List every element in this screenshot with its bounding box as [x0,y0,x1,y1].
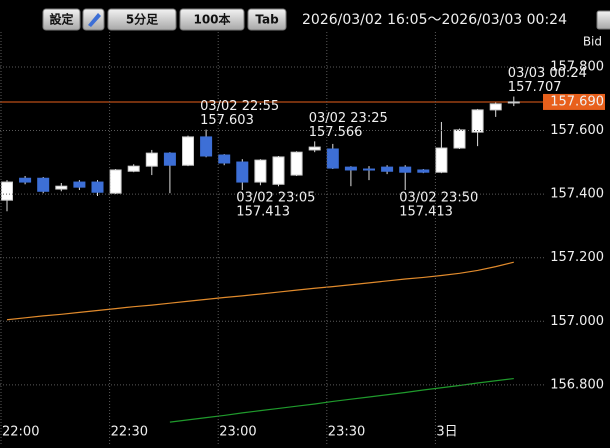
candle-body [55,185,68,190]
price-type: Bid [583,35,602,49]
candle-body [127,165,140,172]
annotation-value: 157.413 [399,205,453,220]
candle-body [326,148,339,169]
candle-body [399,166,412,173]
annotation-label: 03/02 22:55 [200,99,279,114]
candle-body [272,156,285,185]
tab-button[interactable] [247,8,287,31]
candle-body [37,177,50,192]
button-label: Tab [255,13,279,27]
candle-body [363,168,375,171]
moving-average-line [169,377,514,423]
candle-body [344,166,357,171]
candle-body [145,152,158,167]
annotation-label: 03/02 23:25 [309,111,388,126]
button-label: 100本 [193,12,230,27]
candle-body [218,154,231,164]
candle-body [308,146,321,151]
annotation-label: 03/03 00:24 [508,66,587,81]
candle-body [453,129,466,149]
candle-body [200,136,213,157]
y-tick-label: 157.800 [550,59,604,74]
zoom-button[interactable] [596,10,610,30]
button-label: 5分足 [126,12,158,27]
candle-body [507,101,520,104]
annotation-value: 157.603 [200,113,254,128]
y-tick-label: 157.400 [550,187,604,202]
current-price-label: 157.690 [550,94,604,109]
plot-area [0,96,545,423]
annotation-value: 157.707 [508,80,562,95]
x-tick-label: 23:30 [328,425,365,440]
candle-body [182,136,194,166]
annotation-label: 03/02 23:50 [399,191,478,206]
y-tick-label: 157.000 [550,314,604,329]
candle-body [19,177,32,183]
x-tick-label: 3日 [436,425,457,440]
y-tick-label: 157.200 [550,250,604,265]
candle-body [417,169,430,173]
x-tick-label: 22:30 [111,425,148,440]
candle-body [236,161,249,183]
candle-body [489,103,502,111]
annotation-value: 157.413 [236,205,290,220]
candle-body [381,166,394,172]
candle-body [91,181,104,193]
count-button[interactable] [179,8,245,31]
button-label: 設定 [49,12,73,27]
candle-body [1,181,13,201]
toolbar: 設定 5分足 100本 Tab 2026/03/02 16:05～2026/03… [42,8,610,31]
y-tick-label: 156.800 [550,377,604,392]
y-tick-label: 157.600 [550,123,604,138]
pen-icon [88,13,101,27]
candle-body [254,159,267,183]
settings-button[interactable] [42,8,81,31]
date-range: 2026/03/02 16:05～2026/03/03 00:24 [302,12,567,28]
moving-average-line [6,261,514,321]
candle-body [163,152,176,166]
timeframe-button[interactable] [107,8,177,31]
candle-body [109,169,122,194]
candle-body [471,109,484,133]
x-tick-label: 23:00 [219,425,256,440]
annotation-value: 157.566 [309,125,363,140]
candle-body [435,147,448,173]
annotation-label: 03/02 23:05 [236,191,315,206]
candle-body [73,181,86,188]
current-price-tag [543,93,605,110]
candle-body [290,151,303,176]
x-tick-label: 22:00 [2,425,39,440]
